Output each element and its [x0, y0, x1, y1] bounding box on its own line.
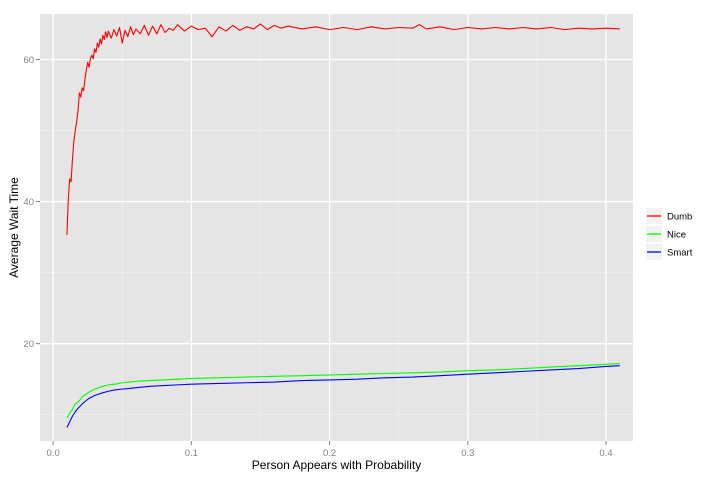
x-tick-label: 0.0	[47, 448, 60, 459]
legend-label: Smart	[667, 248, 693, 259]
series-line-dumb	[66, 23, 620, 235]
y-tick-label: 40	[23, 197, 34, 208]
y-tick-label: 20	[23, 339, 34, 350]
minor-gridlines	[40, 14, 633, 441]
x-tick-label: 0.1	[185, 448, 198, 459]
x-tick-label: 0.4	[599, 448, 612, 459]
legend-label: Nice	[667, 230, 686, 241]
x-axis-label: Person Appears with Probability	[252, 458, 421, 472]
x-axis: 0.0 0.1 0.2 0.3 0.4	[47, 441, 613, 459]
y-axis-label: Average Wait Time	[7, 177, 21, 278]
legend-item-smart: Smart	[646, 244, 693, 260]
series-lines	[66, 23, 620, 428]
x-tick-label: 0.2	[323, 448, 336, 459]
y-axis: 20 40 60	[23, 55, 40, 350]
series-line-smart	[66, 365, 620, 428]
legend: Dumb Nice Smart	[646, 208, 693, 260]
legend-item-dumb: Dumb	[646, 208, 692, 224]
major-gridlines	[40, 14, 633, 441]
plot-panel	[40, 14, 633, 441]
legend-item-nice: Nice	[646, 226, 686, 242]
legend-label: Dumb	[667, 212, 692, 223]
y-tick-label: 60	[23, 55, 34, 66]
x-tick-label: 0.3	[461, 448, 474, 459]
series-line-nice	[66, 363, 620, 419]
